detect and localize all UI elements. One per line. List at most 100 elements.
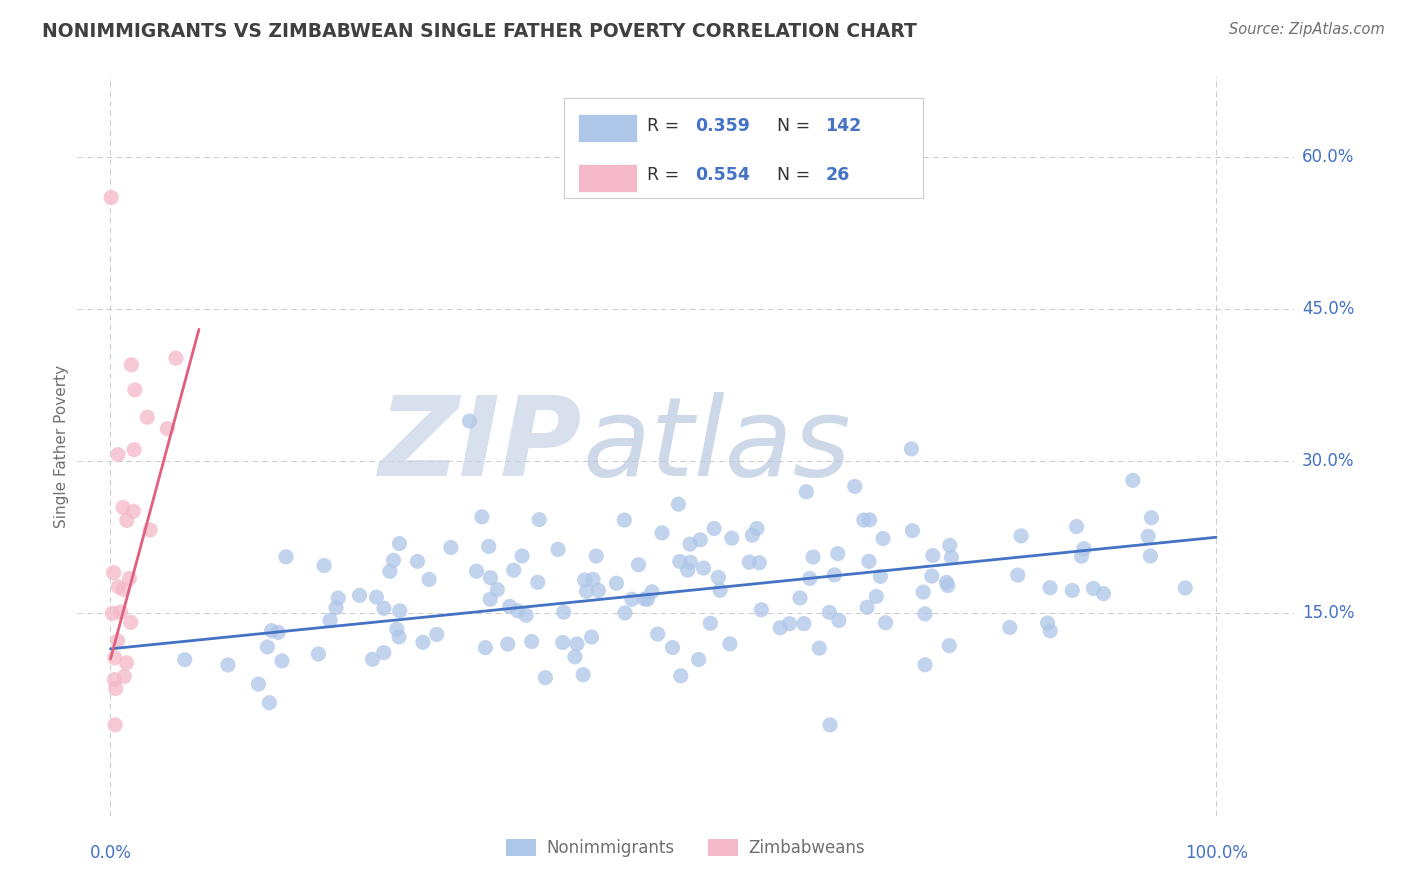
Text: 0.554: 0.554 (695, 167, 749, 185)
Point (217, 657, 239, 672)
Point (502, 563, 524, 577)
Point (388, 536, 411, 550)
Point (692, 561, 714, 575)
Point (478, 540, 501, 554)
Point (1066, 519, 1088, 533)
Point (319, 614, 342, 628)
Point (101, 607, 124, 621)
Point (1137, 529, 1160, 543)
Point (858, 554, 880, 568)
Text: 60.0%: 60.0% (1302, 148, 1354, 166)
Point (104, 681, 127, 696)
Text: 15.0%: 15.0% (1302, 605, 1354, 623)
Point (267, 625, 290, 640)
Point (366, 590, 388, 604)
FancyBboxPatch shape (578, 163, 637, 192)
Point (914, 607, 936, 621)
Point (679, 555, 702, 569)
Point (388, 630, 411, 644)
Point (103, 673, 125, 687)
Point (271, 654, 294, 668)
Point (688, 652, 710, 666)
Point (709, 583, 731, 598)
Point (426, 627, 449, 641)
Point (260, 624, 283, 638)
Point (120, 358, 142, 372)
Point (769, 621, 792, 635)
Text: R =: R = (647, 117, 685, 135)
Point (122, 504, 145, 518)
Point (799, 571, 821, 585)
Point (941, 550, 963, 565)
Point (527, 513, 550, 527)
Point (139, 523, 162, 537)
Point (307, 647, 329, 661)
Point (828, 614, 851, 628)
Point (852, 513, 875, 527)
Point (789, 591, 811, 605)
Point (373, 646, 395, 660)
Point (515, 608, 537, 623)
Point (581, 630, 603, 644)
Point (1036, 616, 1059, 631)
Point (506, 604, 529, 618)
Point (818, 605, 841, 619)
Point (641, 584, 664, 599)
Text: 142: 142 (825, 117, 862, 135)
Point (534, 671, 557, 685)
Point (738, 555, 761, 569)
Point (914, 657, 936, 672)
Point (547, 542, 569, 557)
Point (669, 669, 692, 683)
Point (104, 651, 127, 665)
Point (1010, 529, 1032, 543)
Point (718, 637, 741, 651)
Point (553, 605, 575, 619)
Point (668, 497, 690, 511)
Point (418, 573, 440, 587)
Point (112, 500, 135, 515)
Point (124, 383, 146, 397)
Point (110, 605, 132, 619)
Point (636, 592, 658, 607)
Point (458, 414, 481, 428)
Point (1092, 586, 1115, 600)
Point (647, 627, 669, 641)
Point (382, 553, 405, 567)
Point (869, 569, 891, 583)
Point (575, 584, 598, 599)
Point (256, 640, 278, 654)
Point (778, 616, 800, 631)
Point (1062, 583, 1084, 598)
Point (564, 649, 586, 664)
Point (588, 583, 610, 598)
Point (801, 550, 824, 565)
Point (794, 484, 817, 499)
Text: 30.0%: 30.0% (1302, 452, 1354, 470)
Point (574, 573, 596, 587)
Point (582, 572, 605, 586)
Point (165, 351, 187, 366)
Point (259, 696, 281, 710)
Point (1039, 581, 1062, 595)
Point (741, 528, 763, 542)
Point (378, 565, 401, 579)
Point (471, 509, 494, 524)
FancyBboxPatch shape (564, 98, 922, 198)
Point (1039, 624, 1062, 638)
Text: 100.0%: 100.0% (1185, 844, 1247, 862)
Point (749, 603, 772, 617)
Point (938, 639, 960, 653)
Point (572, 667, 595, 681)
Point (104, 718, 127, 732)
Point (247, 677, 270, 691)
Point (613, 513, 636, 527)
Point (614, 606, 637, 620)
Point (465, 564, 488, 578)
Point (361, 652, 384, 666)
Y-axis label: Single Father Poverty: Single Father Poverty (53, 365, 69, 527)
Point (479, 592, 502, 607)
Point (1140, 510, 1163, 524)
Point (620, 592, 643, 607)
Point (1174, 581, 1197, 595)
